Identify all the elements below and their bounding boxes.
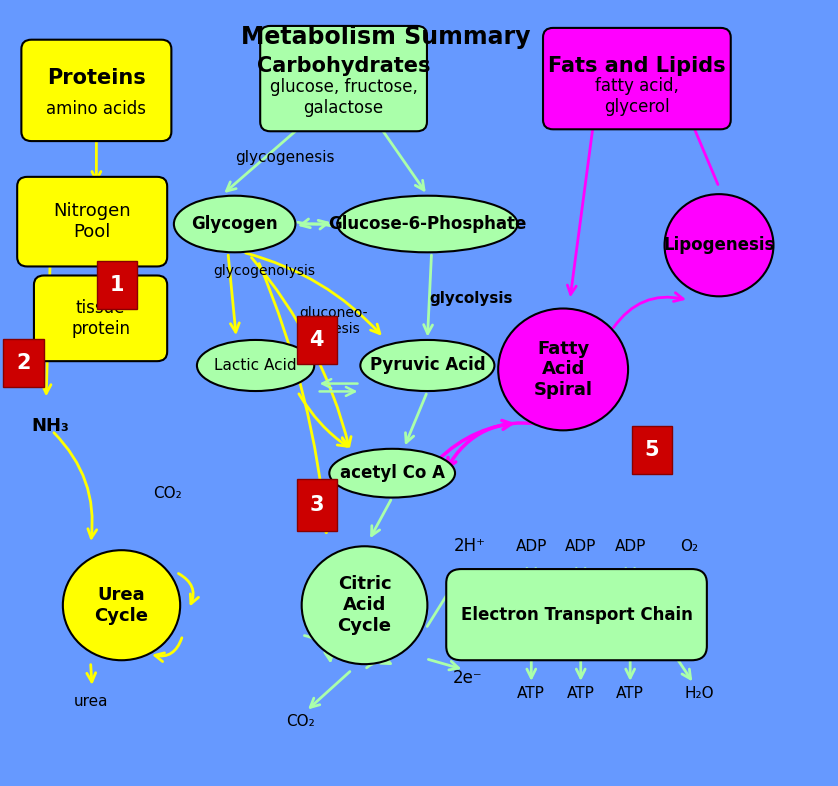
Text: Electron Transport Chain: Electron Transport Chain <box>461 606 692 623</box>
Text: H₂O: H₂O <box>685 685 715 701</box>
FancyBboxPatch shape <box>446 569 706 660</box>
Text: ADP: ADP <box>614 538 646 554</box>
Text: Glucose-6-Phosphate: Glucose-6-Phosphate <box>328 215 526 233</box>
Text: ATP: ATP <box>616 685 644 701</box>
FancyBboxPatch shape <box>297 315 337 363</box>
Text: CO₂: CO₂ <box>153 486 182 501</box>
Circle shape <box>665 194 773 296</box>
Ellipse shape <box>360 340 494 391</box>
Circle shape <box>302 546 427 664</box>
FancyBboxPatch shape <box>543 28 731 129</box>
Ellipse shape <box>174 196 295 252</box>
Text: NH₃: NH₃ <box>31 417 70 435</box>
Text: ATP: ATP <box>517 685 546 701</box>
FancyBboxPatch shape <box>34 276 168 362</box>
Text: ADP: ADP <box>565 538 597 554</box>
Text: Proteins: Proteins <box>47 68 146 88</box>
Text: 2e⁻: 2e⁻ <box>453 669 483 686</box>
Text: ATP: ATP <box>566 685 595 701</box>
FancyBboxPatch shape <box>3 340 44 387</box>
Text: glucose, fructose,
galactose: glucose, fructose, galactose <box>270 79 417 117</box>
FancyBboxPatch shape <box>297 479 337 531</box>
Ellipse shape <box>329 449 455 498</box>
Text: Metabolism Summary: Metabolism Summary <box>241 25 530 50</box>
Text: Lipogenesis: Lipogenesis <box>664 237 774 254</box>
Text: gluconeo-
genesis: gluconeo- genesis <box>299 306 368 336</box>
FancyBboxPatch shape <box>260 26 427 131</box>
Text: urea: urea <box>73 693 108 709</box>
Ellipse shape <box>197 340 314 391</box>
Text: Urea
Cycle: Urea Cycle <box>95 586 148 625</box>
Text: Pyruvic Acid: Pyruvic Acid <box>370 357 485 374</box>
Text: acetyl Co A: acetyl Co A <box>339 465 445 482</box>
FancyBboxPatch shape <box>97 260 137 308</box>
Text: Lactic Acid: Lactic Acid <box>215 358 297 373</box>
Text: glycogenesis: glycogenesis <box>235 149 334 165</box>
FancyBboxPatch shape <box>17 177 167 266</box>
Text: 3: 3 <box>309 494 324 515</box>
Text: ADP: ADP <box>515 538 547 554</box>
FancyBboxPatch shape <box>632 426 672 473</box>
Text: 1: 1 <box>110 274 125 295</box>
Text: amino acids: amino acids <box>46 100 147 118</box>
Text: Fats and Lipids: Fats and Lipids <box>548 57 726 76</box>
Ellipse shape <box>337 196 517 252</box>
Text: Citric
Acid
Cycle: Citric Acid Cycle <box>338 575 391 635</box>
Text: glycolysis: glycolysis <box>429 291 513 307</box>
Text: Glycogen: Glycogen <box>191 215 278 233</box>
Text: tissue
protein: tissue protein <box>71 299 130 338</box>
Circle shape <box>498 308 628 430</box>
Text: Fatty
Acid
Spiral: Fatty Acid Spiral <box>534 340 592 399</box>
Text: fatty acid,
glycerol: fatty acid, glycerol <box>595 77 679 116</box>
Text: Carbohydrates: Carbohydrates <box>256 56 431 75</box>
Text: 4: 4 <box>309 329 324 350</box>
Text: Nitrogen
Pool: Nitrogen Pool <box>54 202 131 241</box>
Circle shape <box>63 550 180 660</box>
Text: CO₂: CO₂ <box>286 714 314 729</box>
Text: 5: 5 <box>644 439 660 460</box>
Text: glycogenolysis: glycogenolysis <box>214 264 316 278</box>
Text: 2: 2 <box>16 353 31 373</box>
Text: 2H⁺: 2H⁺ <box>453 538 485 555</box>
Text: O₂: O₂ <box>680 538 698 554</box>
FancyBboxPatch shape <box>22 39 171 141</box>
